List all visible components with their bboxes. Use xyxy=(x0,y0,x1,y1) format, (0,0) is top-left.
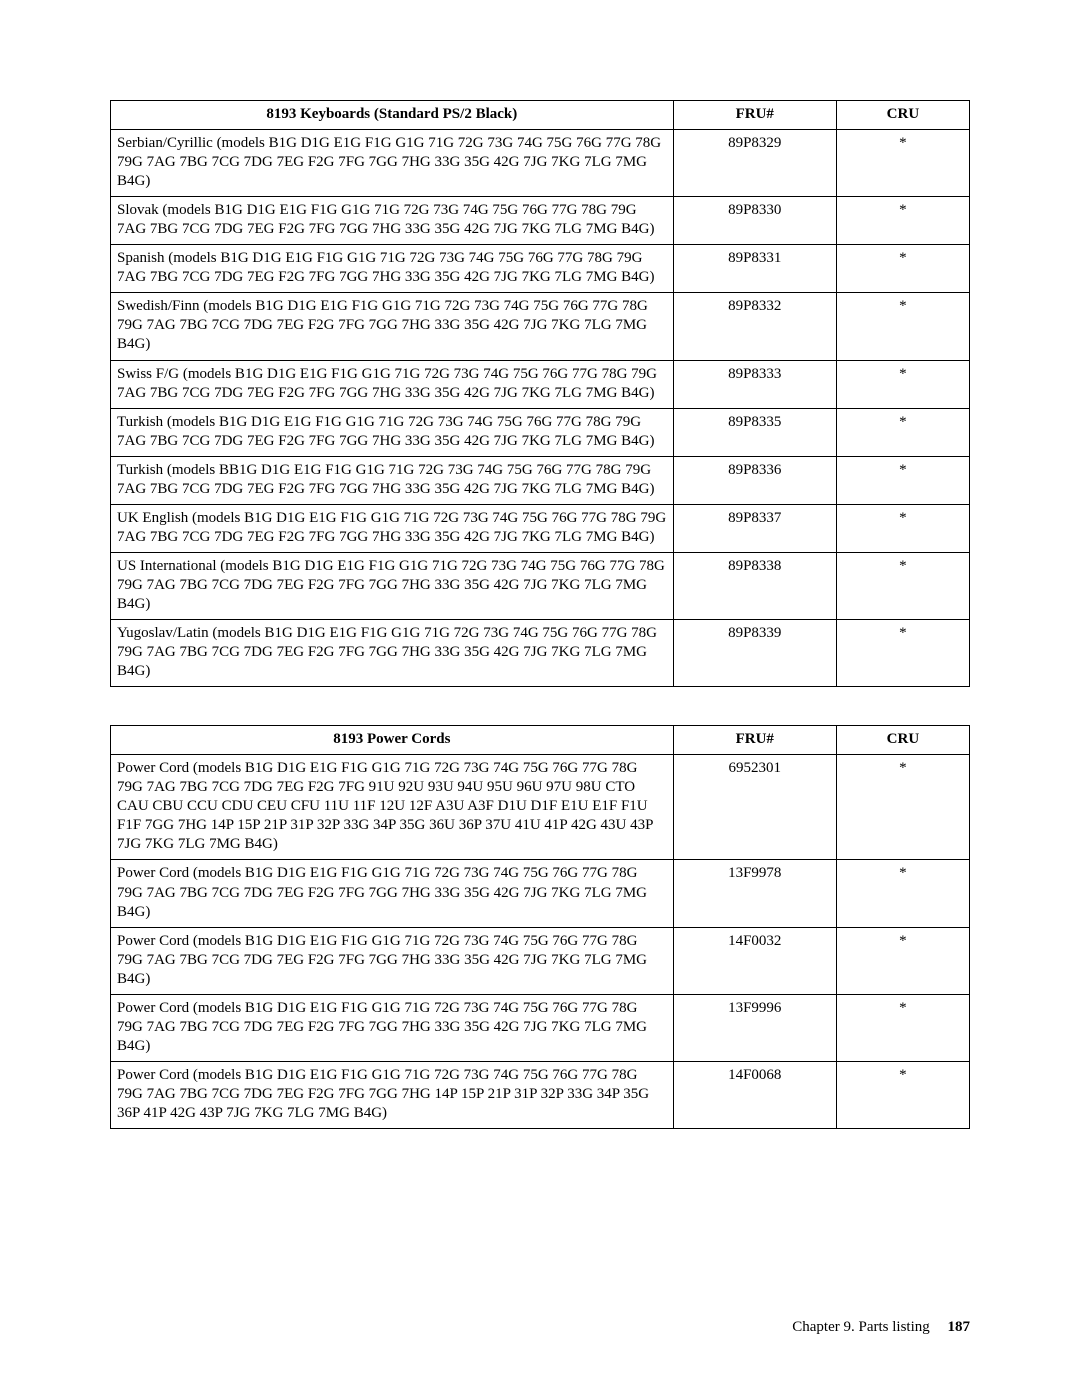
table-row: Yugoslav/Latin (models B1G D1G E1G F1G G… xyxy=(111,620,970,687)
cell-fru: 14F0068 xyxy=(673,1061,836,1128)
table-row: UK English (models B1G D1G E1G F1G G1G 7… xyxy=(111,504,970,552)
cell-fru: 14F0032 xyxy=(673,927,836,994)
cell-cru: * xyxy=(836,130,969,197)
cell-cru: * xyxy=(836,245,969,293)
cell-desc: Serbian/Cyrillic (models B1G D1G E1G F1G… xyxy=(111,130,674,197)
cell-cru: * xyxy=(836,360,969,408)
cell-fru: 89P8336 xyxy=(673,456,836,504)
cell-desc: Power Cord (models B1G D1G E1G F1G G1G 7… xyxy=(111,755,674,860)
table-row: Power Cord (models B1G D1G E1G F1G G1G 7… xyxy=(111,927,970,994)
cell-fru: 89P8338 xyxy=(673,552,836,619)
table-row: Power Cord (models B1G D1G E1G F1G G1G 7… xyxy=(111,1061,970,1128)
table-row: Slovak (models B1G D1G E1G F1G G1G 71G 7… xyxy=(111,197,970,245)
cell-fru: 13F9978 xyxy=(673,860,836,927)
cell-cru: * xyxy=(836,755,969,860)
cell-cru: * xyxy=(836,860,969,927)
col-header-desc: 8193 Keyboards (Standard PS/2 Black) xyxy=(111,101,674,130)
cell-cru: * xyxy=(836,504,969,552)
cell-cru: * xyxy=(836,293,969,360)
cell-cru: * xyxy=(836,197,969,245)
table-row: Power Cord (models B1G D1G E1G F1G G1G 7… xyxy=(111,860,970,927)
cell-desc: US International (models B1G D1G E1G F1G… xyxy=(111,552,674,619)
cell-fru: 13F9996 xyxy=(673,994,836,1061)
table-row: Turkish (models BB1G D1G E1G F1G G1G 71G… xyxy=(111,456,970,504)
cell-cru: * xyxy=(836,927,969,994)
cell-desc: Slovak (models B1G D1G E1G F1G G1G 71G 7… xyxy=(111,197,674,245)
keyboards-tbody: Serbian/Cyrillic (models B1G D1G E1G F1G… xyxy=(111,130,970,687)
col-header-fru: FRU# xyxy=(673,101,836,130)
page-number: 187 xyxy=(948,1319,971,1335)
cell-desc: Power Cord (models B1G D1G E1G F1G G1G 7… xyxy=(111,860,674,927)
cell-cru: * xyxy=(836,1061,969,1128)
cell-fru: 89P8335 xyxy=(673,408,836,456)
cell-desc: Turkish (models B1G D1G E1G F1G G1G 71G … xyxy=(111,408,674,456)
col-header-desc: 8193 Power Cords xyxy=(111,726,674,755)
cell-cru: * xyxy=(836,994,969,1061)
cell-cru: * xyxy=(836,456,969,504)
table-row: Serbian/Cyrillic (models B1G D1G E1G F1G… xyxy=(111,130,970,197)
cell-desc: Turkish (models BB1G D1G E1G F1G G1G 71G… xyxy=(111,456,674,504)
cell-desc: Yugoslav/Latin (models B1G D1G E1G F1G G… xyxy=(111,620,674,687)
cell-desc: Swedish/Finn (models B1G D1G E1G F1G G1G… xyxy=(111,293,674,360)
table-row: Turkish (models B1G D1G E1G F1G G1G 71G … xyxy=(111,408,970,456)
table-row: Power Cord (models B1G D1G E1G F1G G1G 7… xyxy=(111,755,970,860)
cell-fru: 89P8333 xyxy=(673,360,836,408)
table-row: Swiss F/G (models B1G D1G E1G F1G G1G 71… xyxy=(111,360,970,408)
col-header-fru: FRU# xyxy=(673,726,836,755)
table-row: Swedish/Finn (models B1G D1G E1G F1G G1G… xyxy=(111,293,970,360)
cell-cru: * xyxy=(836,408,969,456)
col-header-cru: CRU xyxy=(836,726,969,755)
cell-cru: * xyxy=(836,620,969,687)
cell-fru: 89P8329 xyxy=(673,130,836,197)
keyboards-table: 8193 Keyboards (Standard PS/2 Black) FRU… xyxy=(110,100,970,687)
table-header-row: 8193 Power Cords FRU# CRU xyxy=(111,726,970,755)
cell-desc: UK English (models B1G D1G E1G F1G G1G 7… xyxy=(111,504,674,552)
cell-desc: Power Cord (models B1G D1G E1G F1G G1G 7… xyxy=(111,1061,674,1128)
table-row: Spanish (models B1G D1G E1G F1G G1G 71G … xyxy=(111,245,970,293)
powercords-table: 8193 Power Cords FRU# CRU Power Cord (mo… xyxy=(110,725,970,1129)
powercords-tbody: Power Cord (models B1G D1G E1G F1G G1G 7… xyxy=(111,755,970,1129)
table-row: Power Cord (models B1G D1G E1G F1G G1G 7… xyxy=(111,994,970,1061)
table-header-row: 8193 Keyboards (Standard PS/2 Black) FRU… xyxy=(111,101,970,130)
cell-fru: 89P8332 xyxy=(673,293,836,360)
cell-desc: Swiss F/G (models B1G D1G E1G F1G G1G 71… xyxy=(111,360,674,408)
cell-fru: 89P8337 xyxy=(673,504,836,552)
page-footer: Chapter 9. Parts listing 187 xyxy=(792,1318,970,1337)
cell-desc: Power Cord (models B1G D1G E1G F1G G1G 7… xyxy=(111,994,674,1061)
chapter-label: Chapter 9. Parts listing xyxy=(792,1319,930,1335)
cell-fru: 6952301 xyxy=(673,755,836,860)
cell-cru: * xyxy=(836,552,969,619)
cell-desc: Power Cord (models B1G D1G E1G F1G G1G 7… xyxy=(111,927,674,994)
table-row: US International (models B1G D1G E1G F1G… xyxy=(111,552,970,619)
cell-desc: Spanish (models B1G D1G E1G F1G G1G 71G … xyxy=(111,245,674,293)
cell-fru: 89P8339 xyxy=(673,620,836,687)
cell-fru: 89P8330 xyxy=(673,197,836,245)
col-header-cru: CRU xyxy=(836,101,969,130)
cell-fru: 89P8331 xyxy=(673,245,836,293)
